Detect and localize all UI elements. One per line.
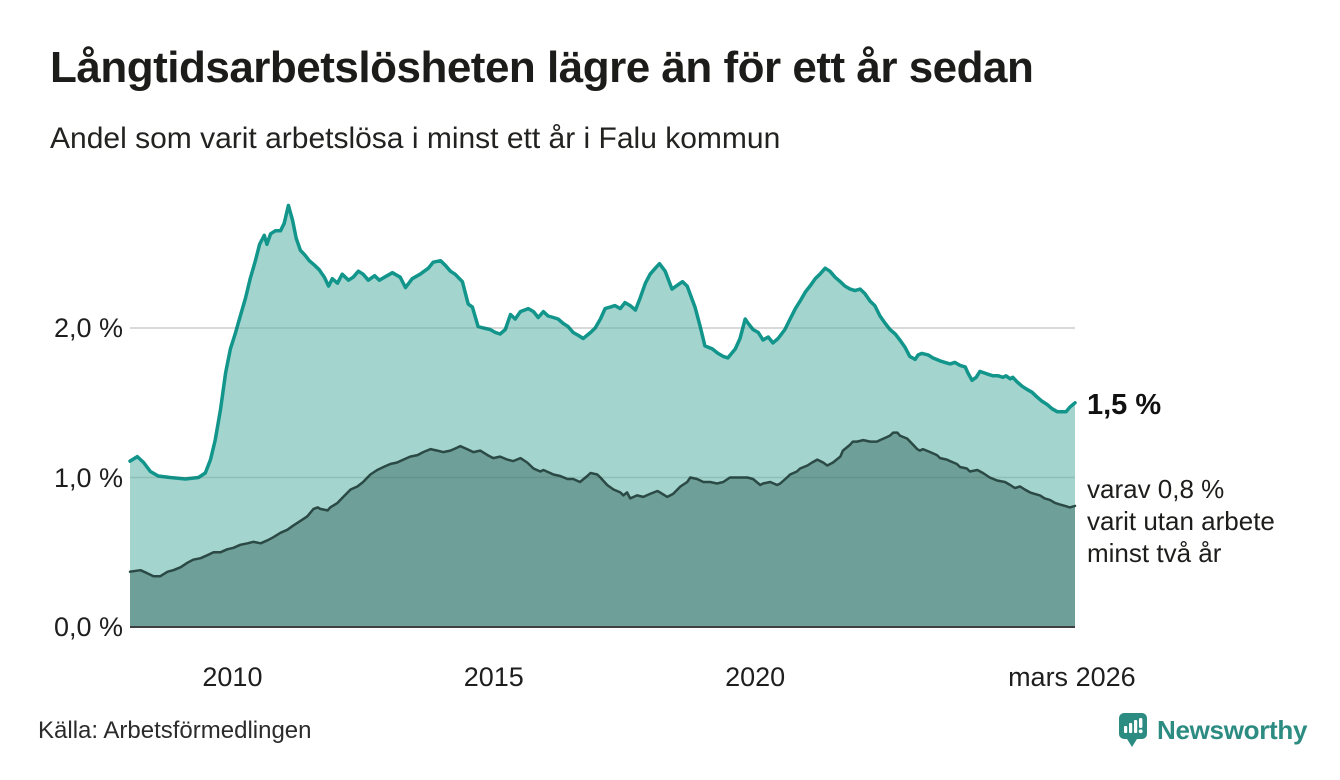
x-tick-label: 2020 [725, 662, 786, 692]
area-fill-two-year [130, 432, 1075, 627]
series-line-two-year [128, 431, 1077, 578]
x-tick-label: mars 2026 [1008, 662, 1136, 692]
two-year-annotation: varav 0,8 % varit utan arbete minst två … [1087, 473, 1275, 569]
x-tick-label: 2010 [202, 662, 263, 692]
y-tick-label: 2,0 % [53, 313, 123, 343]
y-tick-label: 1,0 % [53, 462, 123, 493]
source-note: Källa: Arbetsförmedlingen [38, 717, 312, 744]
latest-value-label: 1,5 % [1087, 389, 1162, 421]
newsworthy-logo[interactable]: Newsworthy [1118, 710, 1307, 750]
two-year-annotation-line2: varit utan arbete [1087, 506, 1275, 536]
two-year-annotation-line3: minst två år [1087, 538, 1222, 568]
chart-title: Långtidsarbetslösheten lägre än för ett … [50, 43, 1034, 92]
y-tick-label: 0,0 % [53, 612, 123, 642]
series-line-one-year [128, 203, 1077, 481]
chart-subtitle: Andel som varit arbetslösa i minst ett å… [50, 122, 781, 155]
newsworthy-logo-text: Newsworthy [1157, 715, 1308, 745]
two-year-annotation-line1: varav 0,8 % [1087, 474, 1225, 504]
x-tick-label: 2015 [463, 662, 524, 692]
bar-chart-speech-bubble-icon [1118, 712, 1148, 748]
